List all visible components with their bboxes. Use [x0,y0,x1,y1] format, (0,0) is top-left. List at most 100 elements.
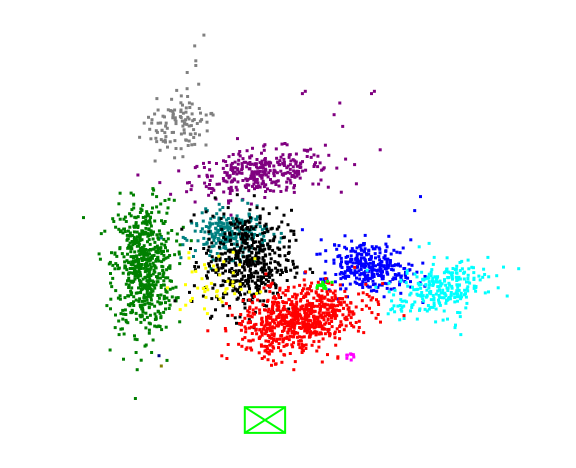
scatter-point [253,232,257,236]
scatter-point [271,278,275,282]
scatter-point [427,241,431,245]
scatter-point [247,284,251,288]
scatter-point [158,301,162,305]
scatter-point [204,113,208,117]
scatter-point [337,300,341,304]
scatter-point [224,237,228,241]
scatter-point [151,232,155,236]
scatter-point [225,292,229,296]
scatter-point [237,342,241,346]
scatter-point [275,171,279,175]
scatter-point [317,339,321,343]
scatter-point [291,165,295,169]
scatter-point [262,275,265,279]
scatter-point [196,286,200,290]
scatter-point [292,190,296,194]
scatter-point [302,335,306,339]
scatter-point [179,94,183,98]
scatter-point [327,153,331,157]
scatter-point [431,284,435,287]
scatter-point [160,128,164,132]
scatter-point [123,230,127,233]
scatter-point [327,281,331,285]
scatter-point [230,166,234,170]
scatter-point [238,219,242,223]
scatter-point [190,221,194,225]
scatter-point [451,277,454,281]
scatter-point [464,295,468,299]
scatter-point [309,147,313,151]
scatter-point [311,310,315,314]
scatter-point [277,308,281,312]
scatter-point [238,150,242,153]
scatter-point [165,358,169,362]
scatter-point [293,311,297,314]
scatter-point [270,307,274,311]
scatter-point [266,229,270,233]
scatter-point [159,138,163,142]
scatter-point [405,271,409,275]
scatter-point [237,249,241,253]
scatter-point [313,304,317,308]
scatter-point [252,176,256,180]
scatter-point [209,281,213,285]
scatter-point [313,309,317,313]
scatter-point [267,272,270,276]
scatter-point [130,234,134,237]
scatter-point [263,282,267,286]
scatter-point [293,360,297,364]
scatter-point [387,290,391,294]
scatter-point [354,250,358,254]
scatter-point [380,260,384,264]
scatter-point [260,176,264,180]
scatter-point [250,172,254,176]
scatter-point [156,300,160,304]
scatter-point [466,273,470,277]
scatter-point [231,171,235,175]
scatter-point [248,254,252,258]
scatter-point [206,248,210,252]
scatter-point [256,288,260,292]
scatter-point [419,195,422,199]
scatter-point [283,254,287,258]
scatter-point [470,265,474,269]
scatter-point [164,276,168,280]
scatter-point [320,168,324,172]
scatter-point [426,304,430,307]
scatter-point [368,306,371,310]
scatter-point [166,145,169,149]
scatter-point [165,211,169,215]
scatter-point [256,166,260,170]
scatter-point [333,316,337,320]
scatter-point [304,306,308,310]
scatter-point [232,247,236,251]
scatter-point [148,221,152,225]
scatter-point [393,263,397,267]
scatter-point [420,291,424,294]
scatter-point [339,190,343,194]
scatter-point [376,285,380,289]
scatter-point [245,149,249,153]
scatter-point [333,336,337,340]
scatter-point [154,259,158,263]
scatter-point [229,238,233,242]
scatter-point [230,236,234,240]
scatter-point [236,256,240,260]
scatter-point [417,245,421,249]
scatter-point [226,236,230,240]
scatter-point [166,108,170,112]
scatter-point [145,295,149,299]
scatter-point [361,291,365,295]
scatter-point [345,303,349,307]
scatter-point [201,294,205,298]
scatter-point [393,310,397,314]
scatter-point [251,296,255,300]
scatter-point [432,302,436,305]
scatter-point [434,307,438,311]
scatter-point [129,234,132,238]
scatter-point [312,314,316,318]
scatter-point [202,161,205,165]
scatter-point [487,290,490,294]
scatter-point [363,265,367,269]
scatter-point [256,245,260,249]
